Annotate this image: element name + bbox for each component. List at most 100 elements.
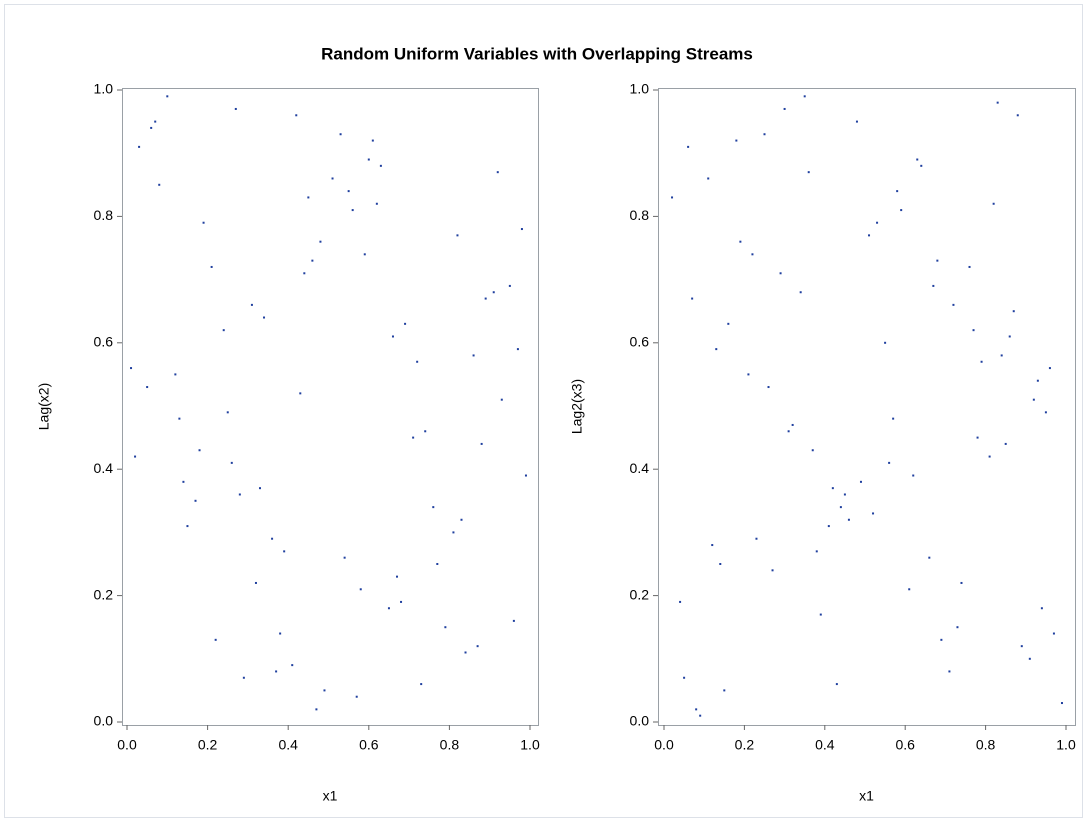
point	[956, 626, 959, 629]
point	[134, 455, 137, 458]
x-tick-label: 0.0	[117, 737, 137, 753]
y-tick-label: 0.0	[94, 713, 114, 729]
point	[868, 234, 871, 237]
point	[735, 139, 738, 142]
point	[936, 259, 939, 262]
point	[787, 430, 790, 433]
point	[884, 341, 887, 344]
point	[988, 455, 991, 458]
point	[271, 537, 274, 540]
point	[1020, 645, 1023, 648]
point	[222, 329, 225, 332]
y-tick-label: 0.2	[94, 586, 114, 602]
point	[940, 638, 943, 641]
point	[727, 322, 730, 325]
y-axis-label: Lag2(x3)	[569, 379, 585, 434]
point	[154, 120, 157, 123]
point	[1040, 607, 1043, 610]
point	[715, 348, 718, 351]
point	[687, 145, 690, 148]
point	[739, 240, 742, 243]
point	[319, 240, 322, 243]
point	[379, 164, 382, 167]
point	[691, 297, 694, 300]
point	[130, 367, 133, 370]
y-tick-label: 0.0	[630, 713, 650, 729]
point	[331, 177, 334, 180]
point	[343, 556, 346, 559]
point	[679, 600, 682, 603]
point	[755, 537, 758, 540]
point	[230, 461, 233, 464]
point	[150, 126, 153, 129]
point	[186, 525, 189, 528]
point	[1028, 657, 1031, 660]
y-axis-label: Lag(x2)	[36, 383, 52, 430]
point	[138, 145, 141, 148]
point	[214, 638, 217, 641]
point	[210, 265, 213, 268]
point	[707, 177, 710, 180]
point	[359, 588, 362, 591]
point	[275, 670, 278, 673]
point	[520, 228, 523, 231]
point	[976, 436, 979, 439]
point	[763, 133, 766, 136]
point	[1060, 702, 1063, 705]
point	[198, 449, 201, 452]
point	[375, 202, 378, 205]
x-tick-label: 0.4	[278, 737, 298, 753]
point	[311, 259, 314, 262]
point	[1036, 379, 1039, 382]
point	[751, 253, 754, 256]
point	[912, 474, 915, 477]
point	[839, 506, 842, 509]
point	[238, 493, 241, 496]
point	[323, 689, 326, 692]
plot-area	[122, 88, 539, 726]
point	[404, 322, 407, 325]
x-tick-label: 0.4	[815, 737, 835, 753]
point	[295, 114, 298, 117]
point	[444, 626, 447, 629]
point	[508, 284, 511, 287]
point	[367, 158, 370, 161]
point	[178, 417, 181, 420]
x-tick-label: 0.6	[359, 737, 379, 753]
point	[992, 202, 995, 205]
point	[351, 209, 354, 212]
point	[174, 373, 177, 376]
point	[819, 613, 822, 616]
y-tick-label: 0.6	[94, 334, 114, 350]
point	[779, 272, 782, 275]
point	[283, 550, 286, 553]
point	[932, 284, 935, 287]
point	[412, 436, 415, 439]
point	[960, 581, 963, 584]
point	[464, 651, 467, 654]
point	[888, 461, 891, 464]
point	[258, 487, 261, 490]
x-axis-label: x1	[859, 788, 874, 804]
point	[948, 670, 951, 673]
x-tick-label: 1.0	[1056, 737, 1076, 753]
point	[896, 190, 899, 193]
point	[500, 398, 503, 401]
point	[158, 183, 161, 186]
point	[1016, 114, 1019, 117]
point	[299, 392, 302, 395]
point	[799, 291, 802, 294]
point	[387, 607, 390, 610]
point	[242, 676, 245, 679]
point	[1032, 398, 1035, 401]
point	[815, 550, 818, 553]
y-tick-label: 0.4	[94, 460, 114, 476]
point	[512, 619, 515, 622]
point	[920, 164, 923, 167]
point	[1004, 442, 1007, 445]
point	[872, 512, 875, 515]
x-tick-label: 0.0	[654, 737, 674, 753]
point	[391, 335, 394, 338]
point	[683, 676, 686, 679]
point	[1008, 335, 1011, 338]
